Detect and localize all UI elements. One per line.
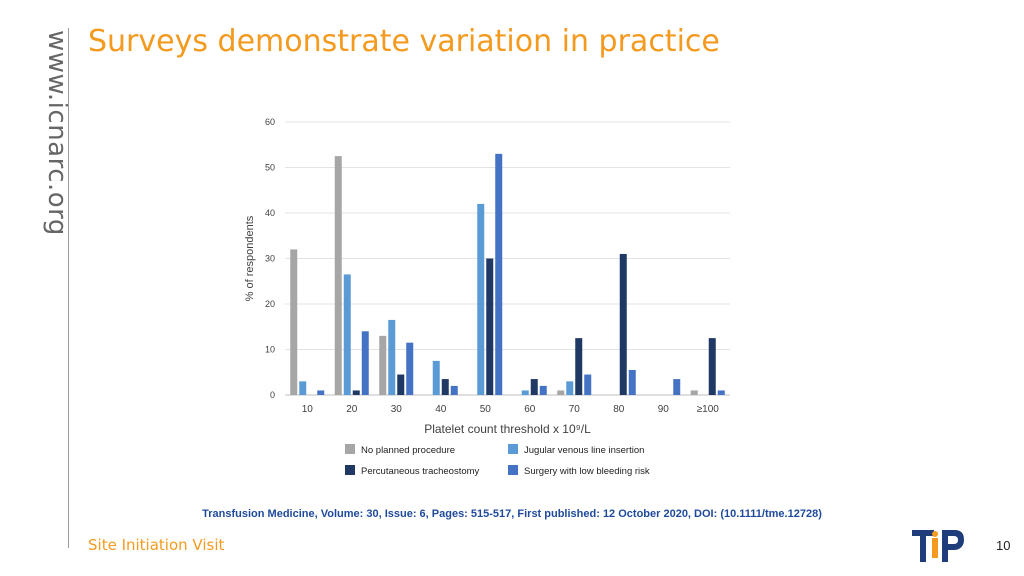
bar [584,374,592,395]
bar [343,274,351,395]
bar [388,319,396,395]
bar [690,390,698,395]
bar [717,390,725,395]
bar [530,379,538,395]
legend-swatch [345,444,355,454]
bar [441,379,449,395]
bar-chart: 0 10 20 30 40 50 60 10 20 30 40 50 60 70 80 90 ≥100 Plate… [244,117,730,477]
y-tick-label: 40 [265,208,275,218]
bar [575,338,583,395]
x-tick-label: 90 [658,404,670,415]
bar [334,156,342,395]
website-url: www.icnarc.org [42,30,72,236]
x-tick-label: 20 [346,404,358,415]
bar [557,390,565,395]
bar [566,381,574,395]
legend-label: No planned procedure [361,445,455,456]
x-tick-label: ≥100 [697,404,720,415]
x-tick-label: 80 [613,404,625,415]
page-title: Surveys demonstrate variation in practic… [88,24,720,59]
x-tick-label: 70 [569,404,581,415]
bar [628,369,636,395]
bar [361,331,369,395]
y-tick-label: 0 [270,390,275,400]
bar [432,360,440,395]
y-axis-label: % of respondents [244,215,256,301]
bar [379,335,387,395]
bar [352,390,360,395]
x-tick-label: 10 [302,404,314,415]
x-axis-label: Platelet count threshold x 10⁹/L [424,422,591,436]
citation: Transfusion Medicine, Volume: 30, Issue:… [0,508,1024,520]
legend-label: Percutaneous tracheostomy [361,466,480,477]
bar [477,203,485,395]
y-tick-label: 30 [265,254,275,264]
bar [299,381,307,395]
bar [450,385,458,395]
legend-swatch [345,465,355,475]
vertical-divider [68,28,69,548]
bar [317,390,325,395]
y-tick-label: 20 [265,299,275,309]
x-tick-label: 50 [480,404,492,415]
footer-label: Site Initiation Visit [88,536,225,554]
tip-logo [912,530,964,562]
bar [397,374,405,395]
bar [539,385,547,395]
bar [619,253,627,395]
bar [486,258,494,395]
bar [521,390,529,395]
bar [290,249,298,395]
x-tick-label: 60 [524,404,536,415]
citation-text: Transfusion Medicine, Volume: 30, Issue:… [202,508,822,520]
x-tick-label: 30 [391,404,403,415]
legend-swatch [508,465,518,475]
x-tick-label: 40 [435,404,447,415]
y-tick-label: 50 [265,163,275,173]
bar [708,338,716,395]
bar [495,153,503,395]
legend-label: Surgery with low bleeding risk [524,466,650,477]
legend-swatch [508,444,518,454]
bar [673,379,681,395]
page-number: 10 [996,538,1011,553]
bar [406,342,414,395]
y-tick-label: 10 [265,345,275,355]
legend-label: Jugular venous line insertion [524,445,644,456]
y-tick-label: 60 [265,117,275,127]
